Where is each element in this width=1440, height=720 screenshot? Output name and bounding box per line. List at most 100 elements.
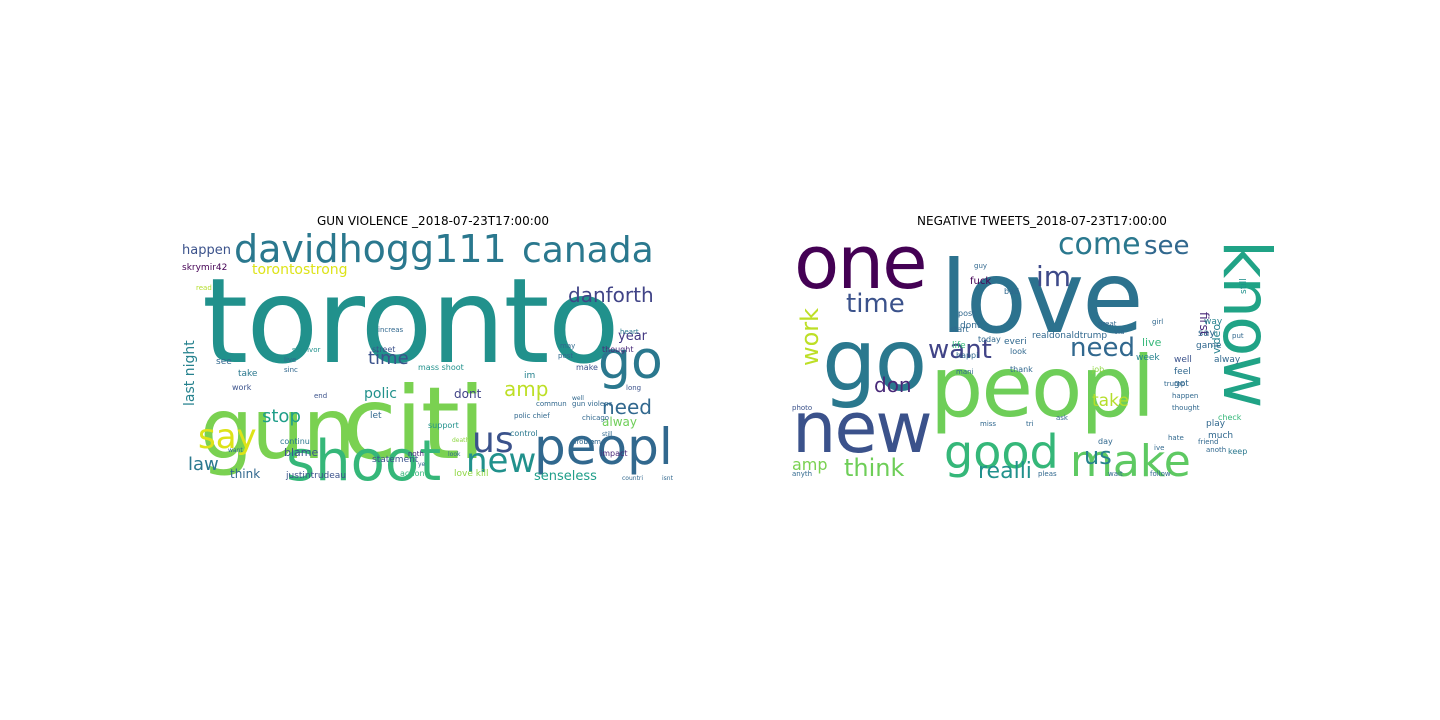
word-ive: ive — [1154, 444, 1164, 452]
word-chicago: chicago — [582, 414, 609, 422]
word-trump: trump — [1164, 380, 1186, 388]
word-want: want — [228, 447, 243, 454]
word-thought: thought — [1172, 404, 1200, 412]
word-us: us — [1084, 442, 1112, 470]
word-realdonaldtrump: realdonaldtrump — [1032, 331, 1107, 341]
word-say: say — [1198, 328, 1215, 339]
word-keep: keep — [1228, 447, 1247, 456]
chart-title-negative-tweets: NEGATIVE TWEETS_2018-07-23T17:00:00 — [917, 214, 1167, 228]
word-im: im — [524, 371, 535, 381]
word-stop: stop — [262, 406, 301, 427]
word-continu: continu — [280, 437, 310, 446]
word-today: today — [978, 335, 1001, 344]
word-photo: photo — [792, 404, 812, 412]
word-countri: countri — [622, 475, 643, 482]
word-isnt: isnt — [662, 475, 674, 482]
word-look: look — [448, 451, 461, 458]
word-realli: realli — [978, 459, 1032, 482]
word-week: week — [1136, 353, 1160, 363]
word-see: see — [216, 357, 232, 367]
word-still: still — [1239, 278, 1249, 294]
word-guy: guy — [974, 262, 987, 270]
word-want: want — [928, 335, 992, 365]
word-pleas: pleas — [1038, 470, 1057, 478]
word-start: start — [950, 325, 969, 334]
word-noth: noth — [408, 450, 424, 458]
word-go: go — [598, 331, 663, 391]
word-job: job — [1091, 365, 1104, 374]
word-canada: canada — [522, 230, 654, 271]
word-live: live — [1142, 336, 1162, 349]
word-fuck: fuck — [970, 276, 991, 287]
word-girl: girl — [1152, 318, 1163, 326]
word-torontostrong: torontostrong — [252, 262, 348, 278]
word-polic-chief: polic chief — [514, 412, 550, 420]
word-long: long — [626, 384, 641, 392]
word-wait: wait — [1108, 470, 1123, 478]
word-death: death — [452, 437, 470, 444]
word-action: action — [400, 469, 425, 478]
word-take: take — [1092, 391, 1129, 411]
word-polic: polic — [364, 386, 397, 402]
word-bad: bad — [1004, 287, 1019, 296]
word-first: first — [1197, 312, 1211, 336]
word-put: put — [1232, 332, 1244, 340]
word-last-night: last night — [182, 340, 198, 406]
word-via: via — [1114, 328, 1124, 336]
word-citi: citi — [342, 365, 484, 482]
word-mani: mani — [956, 368, 974, 376]
word-happen: happen — [1172, 392, 1198, 400]
word-love: love — [940, 239, 1142, 356]
word-peopl: peopl — [534, 418, 673, 476]
word-take: take — [238, 369, 258, 379]
word-thank: thank — [1010, 365, 1033, 374]
word-much: much — [1208, 431, 1233, 441]
word-control: control — [510, 429, 538, 438]
word-hate: hate — [1168, 434, 1184, 442]
word-need: need — [1070, 333, 1135, 363]
word-commun: commun — [536, 400, 567, 408]
word-follow: follow — [1150, 470, 1171, 478]
word-gun-violenc: gun violenc — [572, 400, 613, 408]
word-peopl: peopl — [930, 338, 1153, 436]
word-time: time — [368, 348, 409, 369]
word-post: post — [958, 309, 975, 318]
word-may: may — [560, 342, 575, 350]
word-senseless: senseless — [534, 469, 597, 482]
word-davidhogg111: davidhogg111 — [234, 230, 507, 271]
word-problem: problem — [572, 438, 601, 446]
word-go: go — [822, 311, 925, 411]
word-don: don — [874, 373, 912, 397]
word-tri: tri — [1026, 420, 1034, 428]
word-think: think — [230, 467, 260, 481]
word-law: law — [188, 454, 219, 475]
word-well: well — [1174, 355, 1192, 365]
word-let: let — [370, 411, 382, 421]
word-love-kill: love kill — [454, 469, 488, 479]
word-make: make — [1070, 436, 1191, 482]
word-time: time — [846, 289, 905, 319]
word-danforth: danforth — [568, 283, 654, 307]
word-thought: thought — [602, 345, 633, 354]
word-look: look — [1010, 347, 1027, 356]
word-mass-shoot: mass shoot — [418, 363, 464, 372]
word-survivor: survivor — [292, 346, 320, 354]
word-alway: alway — [602, 415, 637, 429]
word-need: need — [602, 395, 652, 419]
word-new: new — [466, 441, 536, 481]
word-see: see — [1144, 231, 1190, 261]
word-live: live — [284, 356, 296, 364]
word-amp: amp — [792, 455, 828, 474]
word-anyth: anyth — [792, 470, 812, 478]
word-blame: blame — [284, 446, 318, 459]
word-heart: heart — [620, 328, 639, 336]
word-amp: amp — [504, 377, 548, 401]
word-increas: increas — [378, 326, 404, 334]
word-new: new — [792, 387, 931, 469]
word-im: im — [1036, 260, 1071, 293]
word-video: video — [1210, 324, 1223, 354]
word-friend: friend — [1198, 438, 1218, 446]
word-play: play — [1206, 419, 1226, 429]
word-think: think — [844, 454, 905, 482]
